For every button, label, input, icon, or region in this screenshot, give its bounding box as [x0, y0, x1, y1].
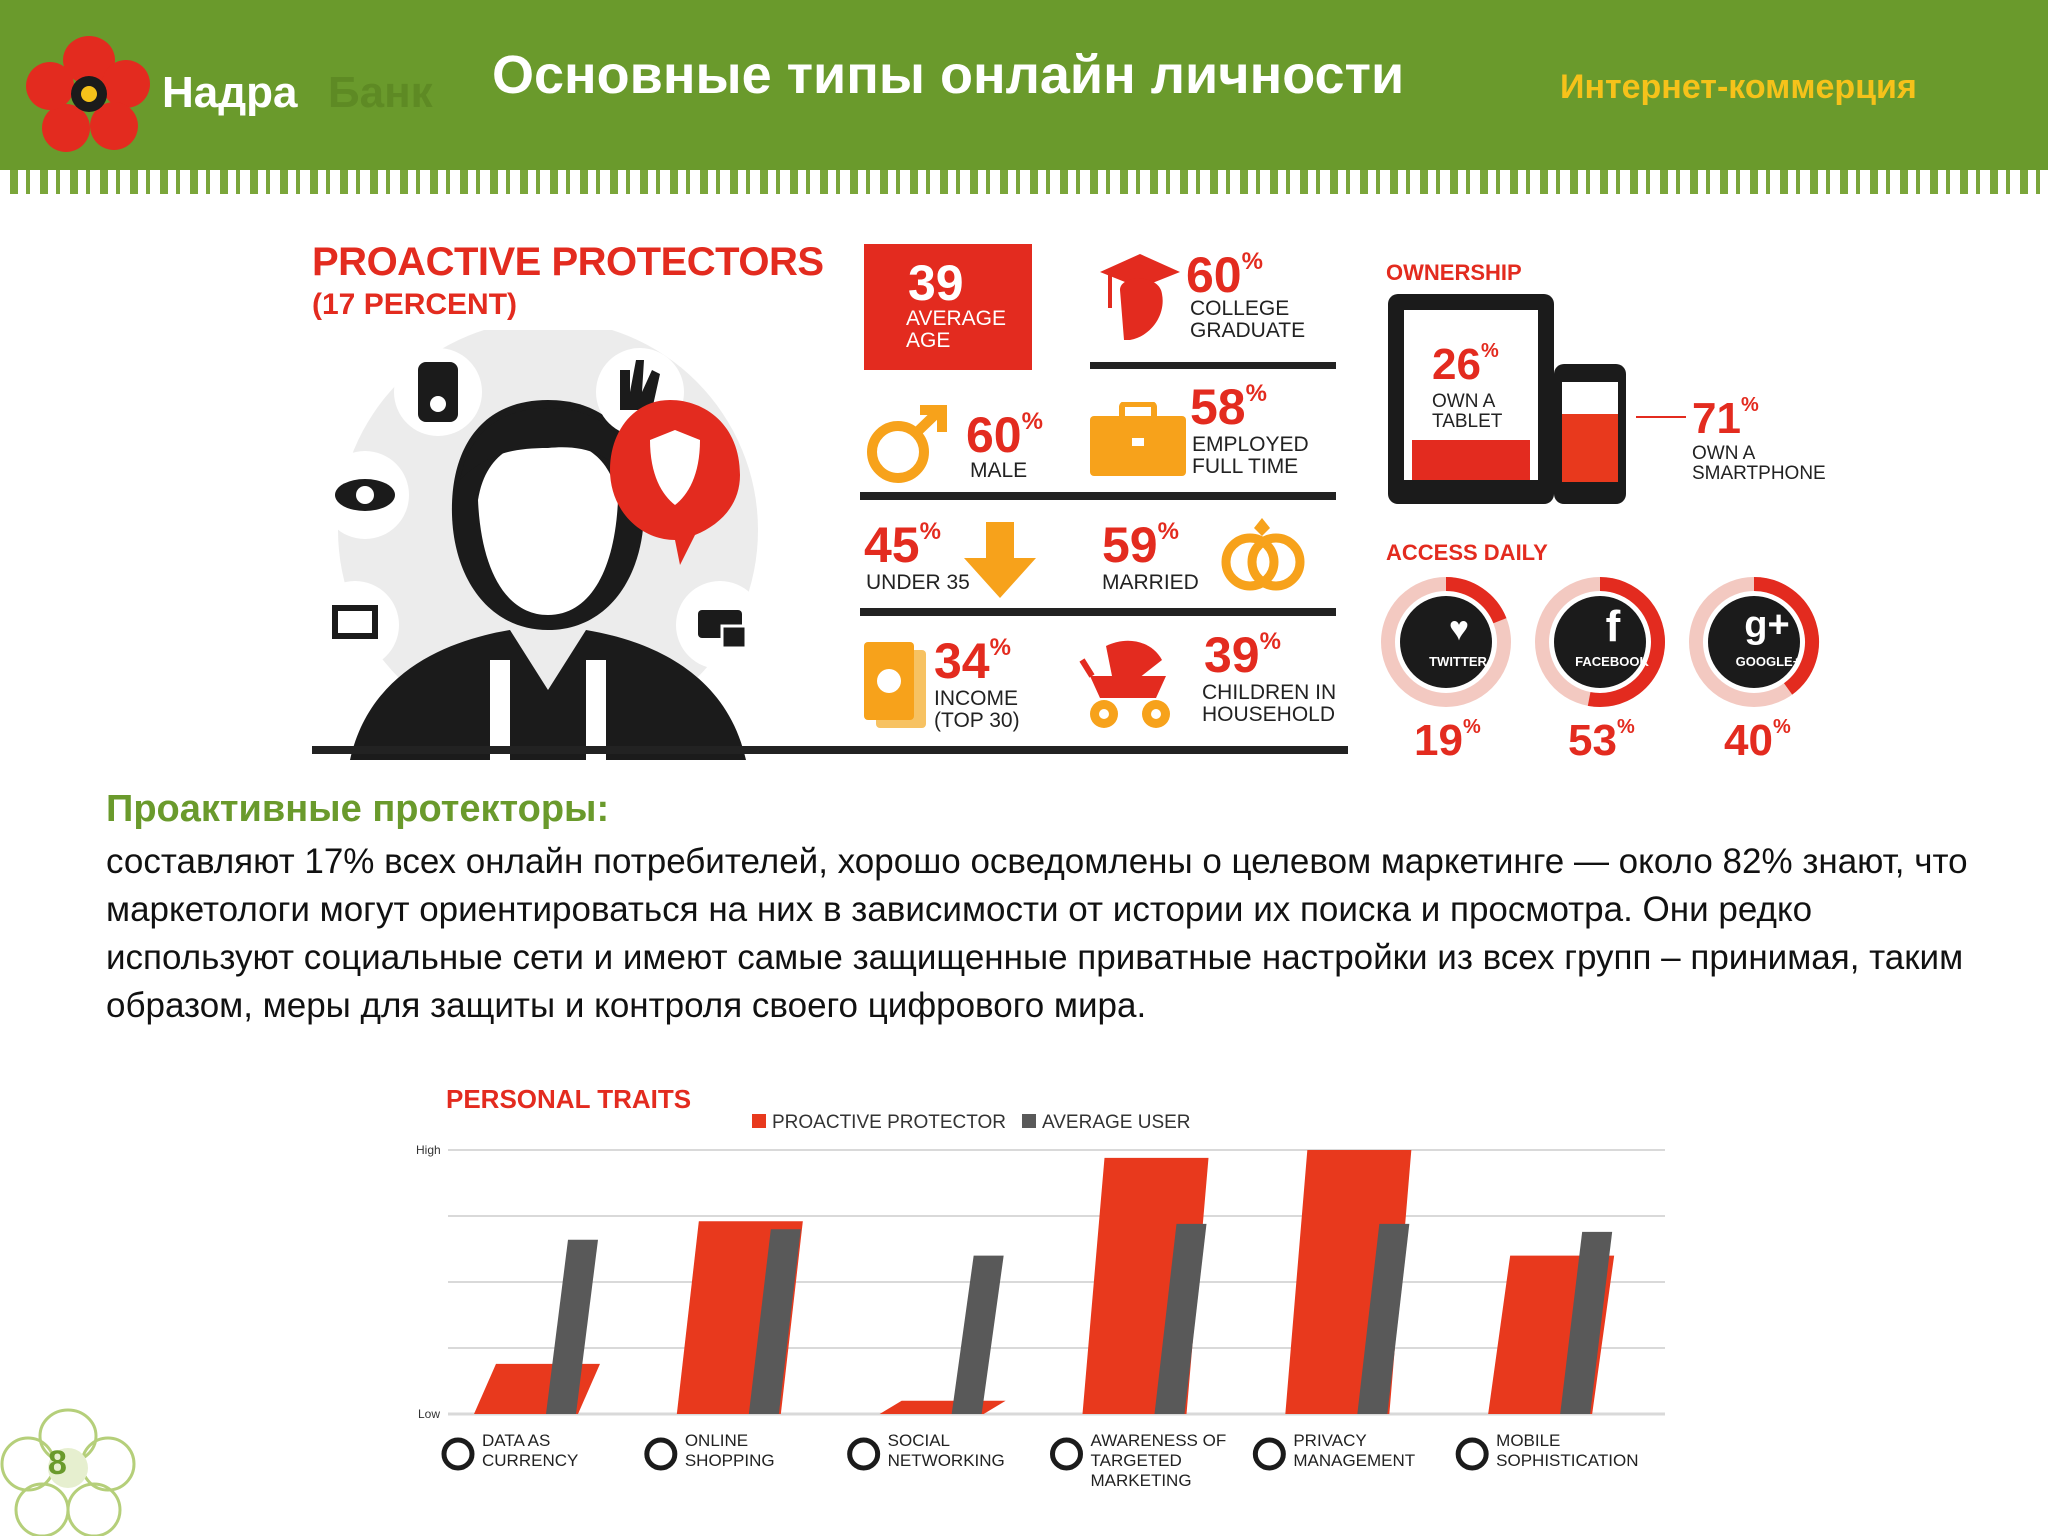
category-label-0: DATA AS CURRENCY [482, 1431, 578, 1470]
baseline-rule [312, 746, 1348, 754]
google-plus-label: GOOGLE+ [1735, 654, 1801, 669]
access-daily-labels: TWITTER FACEBOOK GOOGLE+ ♥ f g+ [1376, 570, 1836, 720]
twitter-icon: ♥ [1448, 610, 1470, 648]
flower-logo-icon [26, 36, 150, 152]
under-35-label: UNDER 35 [866, 571, 970, 594]
bar-average-0 [546, 1239, 598, 1414]
tablet-label: OWN A TABLET [1432, 391, 1503, 432]
header-bar [0, 0, 2048, 170]
ring-center-2 [1708, 596, 1800, 688]
bar-proactive-2 [879, 1400, 1006, 1414]
smartphone-value: 71% [1692, 394, 1759, 443]
category-label-1: ONLINE SHOPPING [685, 1431, 775, 1470]
access-daily-title: ACCESS DAILY [1386, 540, 1548, 565]
category-icon-4 [1252, 1437, 1286, 1471]
category-label-3: AWARENESS OF TARGETED MARKETING [1091, 1431, 1227, 1490]
rule-2 [860, 492, 1336, 500]
category-icon-2 [847, 1437, 881, 1471]
smartphone-icon [1554, 364, 1626, 504]
category-label-5: MOBILE SOPHISTICATION [1496, 1431, 1638, 1470]
twitter-value: 19% [1414, 716, 1481, 765]
married-value: 59% [1102, 517, 1179, 573]
brand-sub: Банк [328, 68, 433, 117]
ring-arc-2 [1753, 577, 1819, 695]
legend-swatch-proactive [752, 1114, 766, 1128]
male-label: MALE [970, 459, 1028, 482]
tablet-value: 26% [1432, 340, 1499, 389]
category-icon-1 [644, 1437, 678, 1471]
bar-average-5 [1560, 1231, 1613, 1414]
infographic-title: PROACTIVE PROTECTORS [312, 240, 824, 284]
bar-average-2 [951, 1255, 1004, 1414]
description-heading: Проактивные протекторы: [106, 788, 610, 830]
category-label-2: SOCIAL NETWORKING [888, 1431, 1005, 1470]
page-number: 8 [48, 1444, 67, 1482]
category-label: Интернет-коммерция [1560, 68, 1917, 106]
under-35-value: 45% [864, 517, 941, 573]
age-value: 39 [908, 255, 964, 311]
employed-value: 58% [1190, 379, 1267, 435]
tablet-icon [1388, 294, 1554, 504]
ring-arc-1 [1587, 577, 1665, 707]
smartphone-label: OWN A SMARTPHONE [1692, 443, 1826, 484]
bar-average-4 [1357, 1223, 1410, 1414]
ring-arc-0 [1445, 577, 1507, 624]
access-daily-rings [1381, 577, 1819, 707]
employed-label: EMPLOYED FULL TIME [1192, 433, 1309, 479]
male-value: 60% [966, 407, 1043, 463]
facebook-value: 53% [1568, 716, 1635, 765]
income-value: 34% [934, 633, 1011, 689]
age-label: AVERAGE AGE [906, 307, 1006, 353]
facebook-icon: f [1605, 602, 1621, 651]
category-icon-3 [1050, 1437, 1083, 1471]
money-icon [864, 642, 926, 728]
arrow-down-icon [964, 522, 1036, 598]
description-text: составляют 17% всех онлайн потребителей,… [106, 842, 1968, 1025]
age-box: 39 AVERAGE AGE [864, 244, 1032, 370]
bar-average-1 [748, 1229, 801, 1414]
smartphone-pointer [1636, 416, 1686, 418]
category-label-4: PRIVACY MANAGEMENT [1293, 1431, 1415, 1470]
y-axis-low-label: Low [418, 1407, 440, 1421]
stroller-icon [1079, 640, 1170, 728]
brand-name: Надра [162, 68, 298, 117]
children-value: 39% [1204, 627, 1281, 683]
ownership-title: OWNERSHIP [1386, 260, 1522, 285]
legend-proactive: PROACTIVE PROTECTOR [752, 1112, 1006, 1134]
college-graduate-label: COLLEGE GRADUATE [1190, 297, 1306, 343]
rule-3 [860, 608, 1336, 616]
chart-title: PERSONAL TRAITS [446, 1084, 692, 1114]
persona-illustration [311, 330, 764, 760]
ring-center-0 [1400, 596, 1492, 688]
legend-label-average: AVERAGE USER [1042, 1112, 1191, 1133]
legend-swatch-average [1022, 1114, 1036, 1128]
briefcase-icon [1090, 402, 1186, 476]
children-label: CHILDREN IN HOUSEHOLD [1202, 681, 1337, 727]
page-title: Основные типы онлайн личности [492, 45, 1405, 105]
google-plus-value: 40% [1724, 716, 1791, 765]
male-icon [867, 405, 947, 483]
infographic-subtitle: (17 PERCENT) [312, 288, 518, 321]
header-stripe [0, 170, 2048, 194]
facebook-label: FACEBOOK [1575, 654, 1649, 669]
twitter-label: TWITTER [1429, 654, 1487, 669]
married-label: MARRIED [1102, 571, 1199, 594]
graduate-icon [1100, 254, 1180, 340]
college-graduate-value: 60% [1186, 247, 1263, 303]
rings-icon [1221, 518, 1305, 591]
category-icon-0 [441, 1437, 475, 1471]
personal-traits-chart: High Low DATA AS CURRENCY ONLINE SHOPPING SO… [416, 1143, 1665, 1490]
google-plus-icon: g+ [1744, 604, 1790, 646]
ring-center-1 [1554, 596, 1646, 688]
bar-average-3 [1154, 1223, 1207, 1414]
category-icon-5 [1455, 1437, 1489, 1471]
y-axis-high-label: High [416, 1143, 441, 1157]
flower-outline-icon [0, 1408, 136, 1536]
income-label: INCOME (TOP 30) [934, 687, 1020, 733]
legend-label-proactive: PROACTIVE PROTECTOR [772, 1112, 1007, 1133]
rule-1 [1090, 362, 1336, 369]
legend-average: AVERAGE USER [1022, 1112, 1191, 1134]
